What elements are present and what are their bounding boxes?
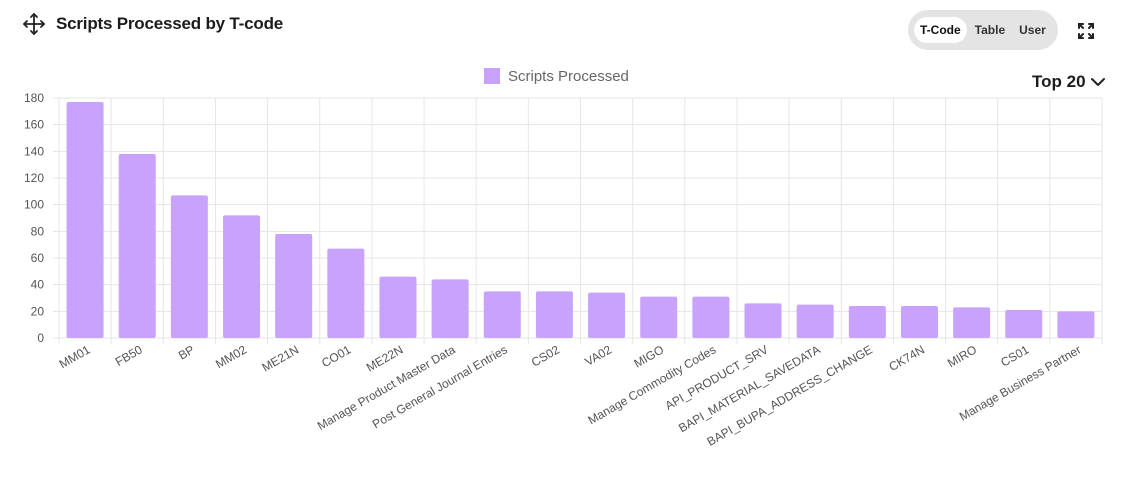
bar[interactable] xyxy=(66,102,104,338)
x-tick-label: BP xyxy=(176,342,197,362)
legend-swatch xyxy=(484,68,500,84)
y-tick-label: 60 xyxy=(31,251,45,265)
y-tick-label: 160 xyxy=(24,118,44,132)
y-axis: 0 20 40 60 80 100 120 140 160 180 xyxy=(24,91,44,345)
bar[interactable] xyxy=(379,276,417,338)
bar[interactable] xyxy=(953,307,991,338)
toggle-user[interactable]: User xyxy=(1019,23,1046,37)
x-tick-label: CO01 xyxy=(319,342,353,370)
y-tick-label: 180 xyxy=(24,91,44,105)
chart-title: Scripts Processed by T-code xyxy=(56,14,284,33)
x-tick-label: MM02 xyxy=(213,342,249,371)
bars xyxy=(66,102,1095,338)
y-tick-label: 0 xyxy=(37,331,44,345)
x-tick-label: ME21N xyxy=(260,342,302,374)
top-n-selector[interactable]: Top 20 xyxy=(1032,72,1106,92)
y-tick-label: 40 xyxy=(31,278,45,292)
bar[interactable] xyxy=(223,215,261,338)
toggle-table[interactable]: Table xyxy=(974,23,1006,37)
bar[interactable] xyxy=(744,303,782,338)
chevron-down-icon xyxy=(1090,78,1105,86)
y-tick-label: 120 xyxy=(24,171,44,185)
x-tick-label: CK74N xyxy=(886,342,927,373)
x-tick-label: ME22N xyxy=(364,342,406,374)
chart-grid xyxy=(53,97,1103,344)
expand-icon[interactable] xyxy=(1076,21,1096,41)
bar[interactable] xyxy=(1005,310,1043,338)
bar[interactable] xyxy=(692,296,730,338)
bar[interactable] xyxy=(327,248,365,338)
x-tick-label: MIGO xyxy=(632,342,667,370)
bar[interactable] xyxy=(848,306,886,338)
toggle-tcode[interactable]: T-Code xyxy=(914,17,967,43)
x-tick-label: VA02 xyxy=(582,342,614,369)
top-n-label: Top 20 xyxy=(1032,72,1086,91)
y-tick-label: 140 xyxy=(24,144,44,158)
x-tick-label: MIRO xyxy=(945,342,979,370)
chart-legend[interactable]: Scripts Processed xyxy=(484,68,629,85)
y-tick-label: 80 xyxy=(31,224,45,238)
bar-chart: Scripts Processed 0 20 40 60 80 100 120 140 160 1… xyxy=(24,68,1103,449)
bar[interactable] xyxy=(431,279,469,338)
x-tick-label: MM01 xyxy=(57,342,93,371)
bar[interactable] xyxy=(535,291,573,338)
bar[interactable] xyxy=(275,234,313,338)
x-tick-label: FB50 xyxy=(113,342,145,369)
bar[interactable] xyxy=(170,195,208,338)
move-icon[interactable] xyxy=(22,12,46,36)
x-tick-label: CS02 xyxy=(529,342,562,369)
bar[interactable] xyxy=(900,306,938,338)
bar[interactable] xyxy=(483,291,521,338)
bar[interactable] xyxy=(796,304,834,338)
card-header: Scripts Processed by T-code xyxy=(22,12,283,36)
legend-label: Scripts Processed xyxy=(508,68,629,85)
x-tick-label: CS01 xyxy=(998,342,1031,369)
bar[interactable] xyxy=(118,154,156,338)
y-tick-label: 20 xyxy=(31,304,45,318)
view-toggle: T-Code Table User xyxy=(908,10,1058,50)
bar[interactable] xyxy=(640,296,678,338)
bar[interactable] xyxy=(588,292,626,338)
y-tick-label: 100 xyxy=(24,198,44,212)
bar[interactable] xyxy=(1057,311,1095,338)
